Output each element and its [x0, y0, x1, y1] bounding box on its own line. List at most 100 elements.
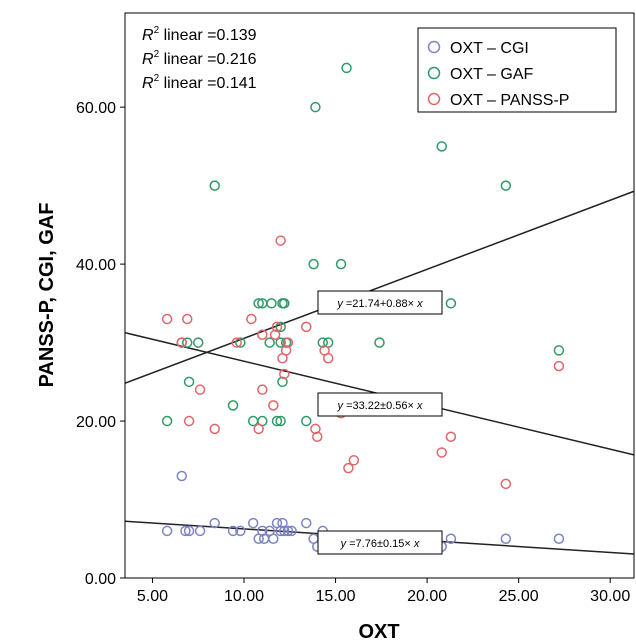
- data-point: [436, 447, 448, 458]
- data-point: [279, 298, 290, 309]
- data-point: [301, 321, 312, 333]
- x-tick-label: 15.00: [316, 588, 356, 605]
- data-point: [257, 384, 268, 395]
- equation-label-gaf: y =21.74+0.88× x: [336, 298, 423, 310]
- r2-annotations: R2 linear =0.139 R2 linear =0.216 R2 lin…: [142, 25, 257, 92]
- data-point: [268, 400, 279, 411]
- equation-label-cgi: y =7.76±0.15× x: [340, 538, 420, 550]
- data-point: [275, 415, 286, 427]
- r2-label-3: R2 linear =0.141: [142, 73, 257, 92]
- data-point: [275, 321, 286, 333]
- data-point: [310, 101, 321, 113]
- data-point: [246, 313, 257, 325]
- data-point: [301, 415, 312, 427]
- data-point: [280, 345, 292, 356]
- data-point: [310, 423, 321, 435]
- data-point: [445, 431, 457, 442]
- data-point: [209, 180, 220, 191]
- data-point: [180, 525, 191, 537]
- data-point: [194, 384, 206, 395]
- data-point: [348, 455, 360, 466]
- legend-marker-panss: [427, 92, 441, 106]
- data-point: [436, 141, 448, 152]
- data-point: [279, 525, 290, 537]
- data-point: [183, 525, 195, 537]
- data-point: [268, 533, 279, 545]
- x-tick-label: 30.00: [590, 588, 630, 605]
- data-point: [182, 313, 193, 325]
- data-point: [317, 337, 328, 348]
- x-axis-title: OXT: [358, 621, 399, 643]
- data-point: [282, 337, 294, 348]
- data-point: [209, 517, 220, 529]
- data-point: [227, 525, 239, 537]
- data-point: [253, 298, 264, 309]
- data-point: [553, 360, 565, 372]
- data-point: [343, 462, 354, 474]
- r2-label-1: R2 linear =0.139: [142, 25, 257, 44]
- data-point: [161, 525, 173, 537]
- data-point: [194, 525, 206, 537]
- data-point: [322, 353, 334, 364]
- data-point: [269, 329, 281, 340]
- y-tick-label: 40.00: [76, 257, 116, 274]
- data-point: [176, 337, 188, 348]
- equation-box-gaf: [317, 290, 443, 315]
- legend-marker-cgi: [427, 40, 441, 54]
- data-point: [277, 376, 288, 388]
- r2-label-2: R2 linear =0.216: [142, 49, 257, 68]
- data-point: [500, 533, 512, 545]
- legend: OXT – CGI OXT – GAF OXT – PANSS-P: [417, 27, 617, 113]
- data-point: [192, 337, 204, 348]
- data-points: [161, 62, 565, 552]
- data-point: [311, 431, 323, 442]
- data-point: [341, 62, 352, 74]
- x-tick-label: 5.00: [137, 588, 168, 605]
- data-point: [275, 235, 286, 246]
- data-point: [247, 517, 259, 529]
- data-point: [335, 258, 347, 270]
- equation-label-panss: y =33.22±0.56× x: [337, 400, 423, 412]
- data-point: [183, 415, 195, 427]
- x-tick-label: 25.00: [499, 588, 539, 605]
- y-tick-label: 0.00: [85, 571, 116, 588]
- plot-frame: [124, 12, 635, 579]
- data-point: [257, 329, 268, 340]
- data-point: [275, 525, 286, 537]
- data-point: [500, 180, 512, 191]
- legend-label-panss: OXT – PANSS-P: [450, 92, 569, 109]
- data-point: [271, 415, 283, 427]
- data-point: [275, 337, 286, 348]
- data-point: [176, 470, 188, 482]
- data-point: [279, 368, 290, 380]
- equation-labels: y =21.74+0.88× x y =33.22±0.56× x y =7.7…: [317, 290, 443, 555]
- data-point: [182, 337, 193, 348]
- data-point: [271, 321, 283, 333]
- legend-label-cgi: OXT – CGI: [450, 40, 529, 57]
- data-point: [227, 400, 239, 411]
- axis-ticks: 5.00 10.00 15.00 20.00 25.00 30.00 0.00 20.00 40…: [76, 100, 630, 605]
- data-point: [445, 298, 457, 309]
- legend-label-gaf: OXT – GAF: [450, 66, 534, 83]
- data-point: [553, 345, 565, 356]
- data-point: [231, 337, 242, 348]
- y-tick-label: 60.00: [76, 100, 116, 117]
- data-point: [374, 337, 385, 348]
- data-point: [161, 415, 173, 427]
- series-group: [161, 235, 565, 490]
- data-point: [286, 525, 297, 537]
- data-point: [161, 313, 173, 325]
- legend-marker-gaf: [427, 66, 441, 80]
- data-point: [209, 423, 220, 435]
- data-point: [308, 258, 319, 270]
- y-tick-label: 20.00: [76, 414, 116, 431]
- data-point: [282, 525, 294, 537]
- x-tick-label: 10.00: [224, 588, 264, 605]
- data-point: [235, 337, 246, 348]
- data-point: [266, 298, 277, 309]
- equation-box-panss: [317, 392, 443, 417]
- x-tick-label: 20.00: [407, 588, 447, 605]
- data-point: [277, 517, 288, 529]
- data-point: [553, 533, 565, 545]
